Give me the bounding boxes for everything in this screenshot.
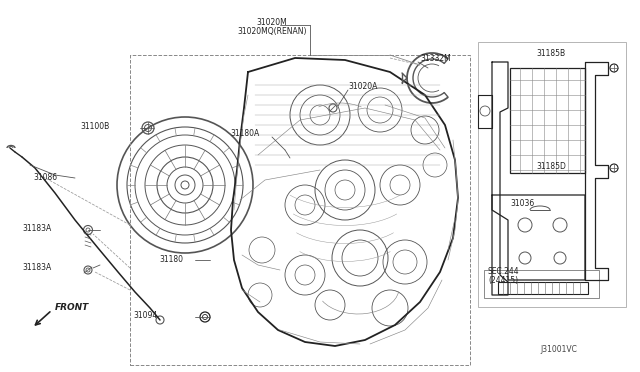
Text: FRONT: FRONT — [55, 304, 89, 312]
Text: J31001VC: J31001VC — [540, 346, 577, 355]
Bar — [484, 270, 599, 298]
Text: 31183A: 31183A — [23, 224, 52, 232]
Text: 31100B: 31100B — [81, 122, 110, 131]
Text: 31020MQ(RENAN): 31020MQ(RENAN) — [237, 26, 307, 35]
Text: 31036: 31036 — [510, 199, 534, 208]
Text: 31086: 31086 — [34, 173, 58, 182]
Text: (24415): (24415) — [488, 276, 518, 285]
Text: SEC.244: SEC.244 — [488, 267, 520, 276]
Text: 31180A: 31180A — [231, 128, 260, 138]
Text: 31183A: 31183A — [23, 263, 52, 272]
Text: 31185B: 31185B — [536, 48, 565, 58]
Text: 31094: 31094 — [134, 311, 158, 320]
Bar — [478, 42, 626, 307]
Bar — [498, 282, 588, 294]
Text: 31180: 31180 — [159, 256, 183, 264]
Bar — [130, 55, 470, 365]
Text: 31332M: 31332M — [420, 54, 451, 62]
Bar — [510, 68, 585, 173]
Text: 31020M: 31020M — [257, 17, 287, 26]
Text: 31020A: 31020A — [348, 81, 378, 90]
Text: 31185D: 31185D — [536, 161, 566, 170]
